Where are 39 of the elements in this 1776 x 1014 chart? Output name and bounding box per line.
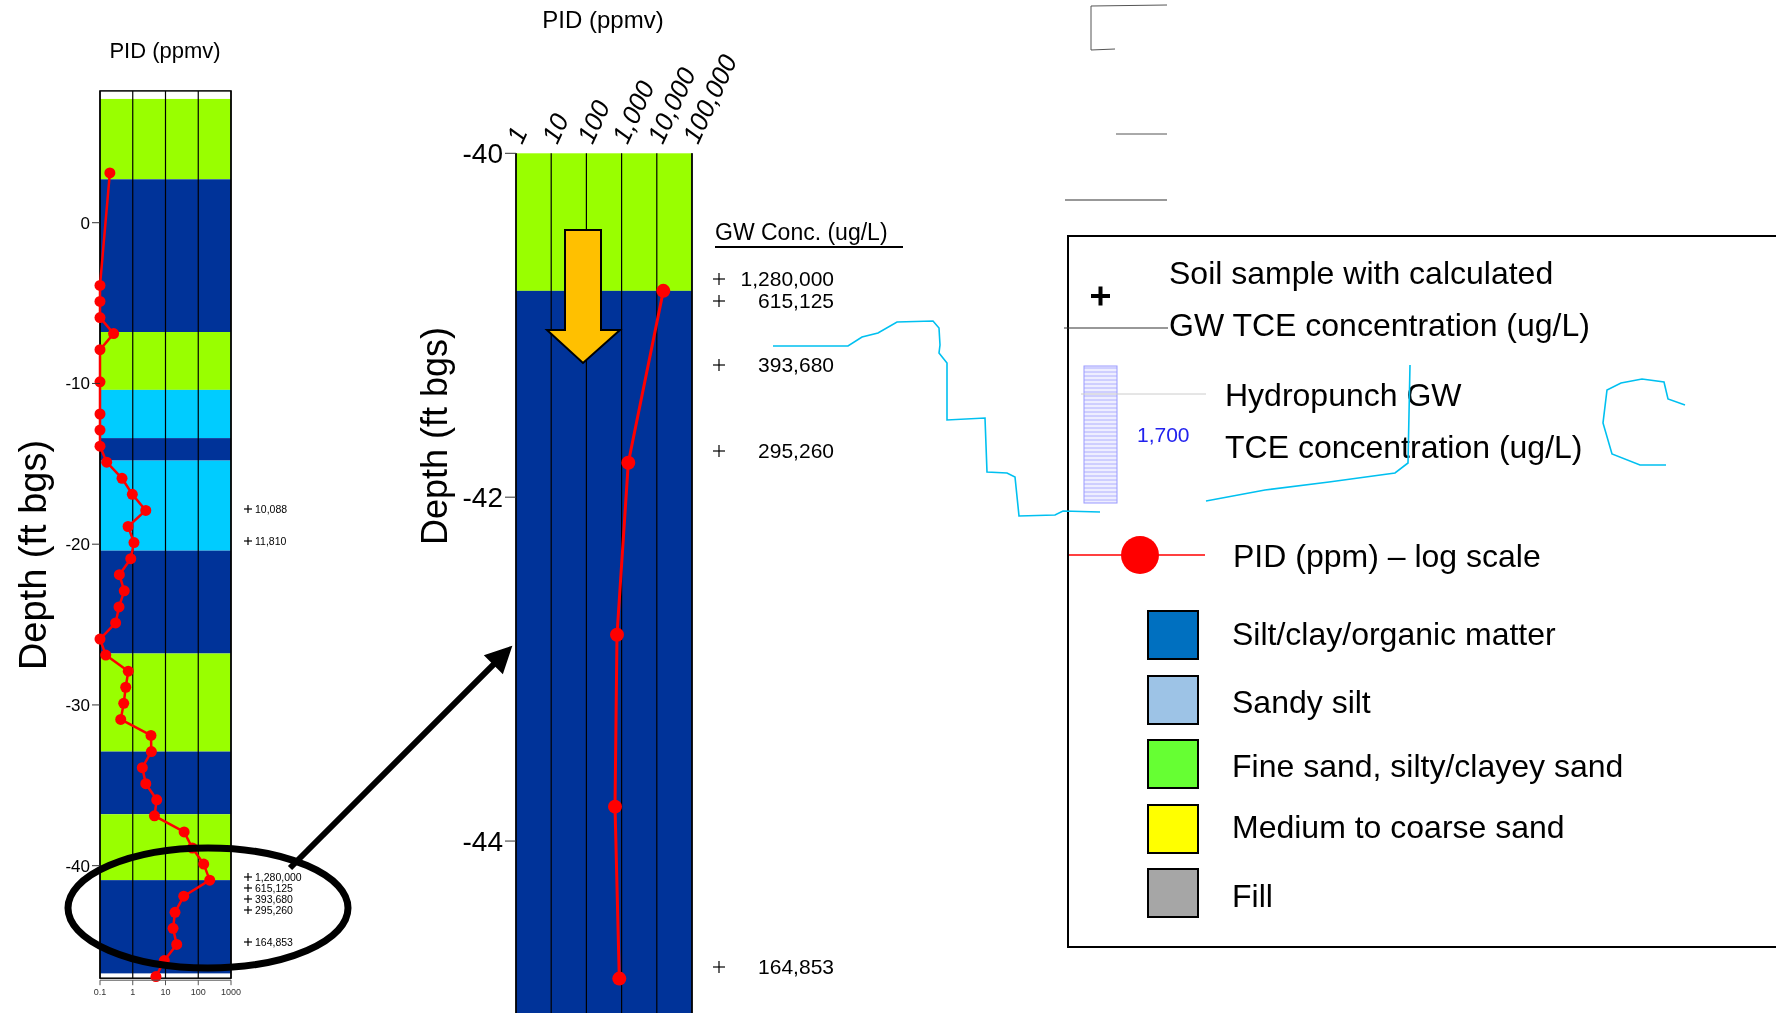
y-tick-label: -42 xyxy=(462,481,503,513)
text: Medium to coarse sand xyxy=(1232,809,1565,845)
text: Sandy silt xyxy=(1232,684,1371,720)
text: GW Conc. (ug/L) xyxy=(715,219,888,245)
text: Fill xyxy=(1232,878,1273,914)
x-tick-label: 10 xyxy=(535,108,576,148)
text: 164,853 xyxy=(255,935,294,948)
text: 295,260 xyxy=(758,439,834,463)
x-tick-label: 100 xyxy=(190,987,206,998)
x-tick-label: 0.1 xyxy=(93,987,107,998)
x-axis-title: PID (ppmv) xyxy=(542,6,664,33)
text: 1,280,000 xyxy=(255,870,302,883)
text: 1,700 xyxy=(1137,423,1190,446)
y-tick-label: -20 xyxy=(65,535,90,555)
x-tick-label: 10 xyxy=(160,987,171,998)
text: 1,280,000 xyxy=(740,267,834,291)
text: Fine sand, silty/clayey sand xyxy=(1232,748,1624,784)
text: 295,260 xyxy=(255,903,294,916)
y-axis-title: Depth (ft bgs) xyxy=(414,326,455,546)
y-tick-label: -40 xyxy=(462,138,503,170)
y-tick-label: -40 xyxy=(65,856,90,876)
x-axis-title: PID (ppmv) xyxy=(109,38,221,63)
text: 164,853 xyxy=(758,955,834,979)
y-tick-label: 0 xyxy=(80,213,90,233)
text: PID (ppm) – log scale xyxy=(1233,538,1541,574)
x-tick-label: 1 xyxy=(500,122,534,148)
x-tick-label: 1000 xyxy=(220,987,242,998)
text: 11,810 xyxy=(255,534,287,547)
text: Silt/clay/organic matter xyxy=(1232,616,1557,652)
y-tick-label: -44 xyxy=(462,825,503,857)
y-tick-label: -10 xyxy=(65,374,90,394)
text: 393,680 xyxy=(758,353,834,377)
x-tick-label: 1 xyxy=(130,987,136,998)
y-tick-label: -30 xyxy=(65,695,90,715)
text: 10,088 xyxy=(255,502,288,515)
text: 393,680 xyxy=(255,892,294,905)
text: 615,125 xyxy=(758,289,834,313)
text: Soil sample with calculated GW TCE concentration (ug/L) xyxy=(1169,255,1590,343)
y-axis-title: Depth (ft bgs) xyxy=(12,439,54,671)
